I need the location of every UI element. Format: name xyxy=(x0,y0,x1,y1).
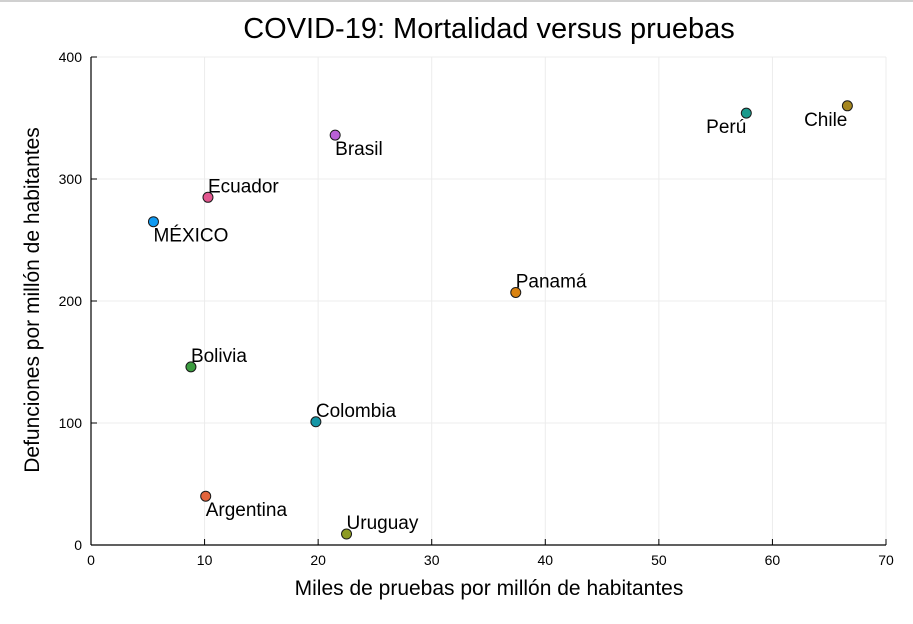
x-tick-label: 20 xyxy=(310,552,326,568)
x-tick-label: 30 xyxy=(424,552,440,568)
top-border xyxy=(0,0,913,2)
chart-title: COVID-19: Mortalidad versus pruebas xyxy=(243,13,735,45)
y-tick-label: 300 xyxy=(59,171,83,187)
x-tick-label: 50 xyxy=(651,552,667,568)
data-point xyxy=(202,191,214,203)
data-point xyxy=(341,528,353,540)
y-tick-label: 100 xyxy=(59,415,83,431)
point-label: MÉXICO xyxy=(153,226,228,247)
y-tick-label: 0 xyxy=(74,537,82,553)
x-tick-label: 60 xyxy=(765,552,781,568)
points: MÉXICO Ecuador Brasil Perú Chile Panamá Bolivi… xyxy=(147,100,853,540)
point-label: Panamá xyxy=(516,271,587,292)
data-point xyxy=(329,129,341,141)
point-label: Perú xyxy=(706,117,746,138)
point-label: Ecuador xyxy=(208,176,279,197)
point-label: Uruguay xyxy=(347,513,419,534)
data-point xyxy=(510,286,522,298)
x-tick-label: 70 xyxy=(878,552,894,568)
y-tick-label: 200 xyxy=(59,293,83,309)
data-point xyxy=(147,216,159,228)
ticks: 0 10 20 30 40 50 60 70 0 100 200 300 400 xyxy=(59,49,894,568)
data-point xyxy=(200,490,212,502)
point-label: Colombia xyxy=(316,401,397,422)
grid xyxy=(91,56,887,545)
data-point xyxy=(740,107,752,119)
y-tick-label: 400 xyxy=(59,49,83,65)
point-label: Bolivia xyxy=(191,346,247,367)
point-label: Brasil xyxy=(335,139,383,160)
data-point xyxy=(841,100,853,112)
y-axis-label: Defunciones por millón de habitantes xyxy=(21,127,44,473)
x-axis-label: Miles de pruebas por millón de habitante… xyxy=(295,577,684,600)
point-label: Argentina xyxy=(206,500,288,521)
data-point xyxy=(310,416,322,428)
x-tick-label: 0 xyxy=(87,552,95,568)
data-point xyxy=(185,361,197,373)
x-tick-label: 10 xyxy=(197,552,213,568)
x-tick-label: 40 xyxy=(537,552,553,568)
point-label: Chile xyxy=(804,110,847,131)
